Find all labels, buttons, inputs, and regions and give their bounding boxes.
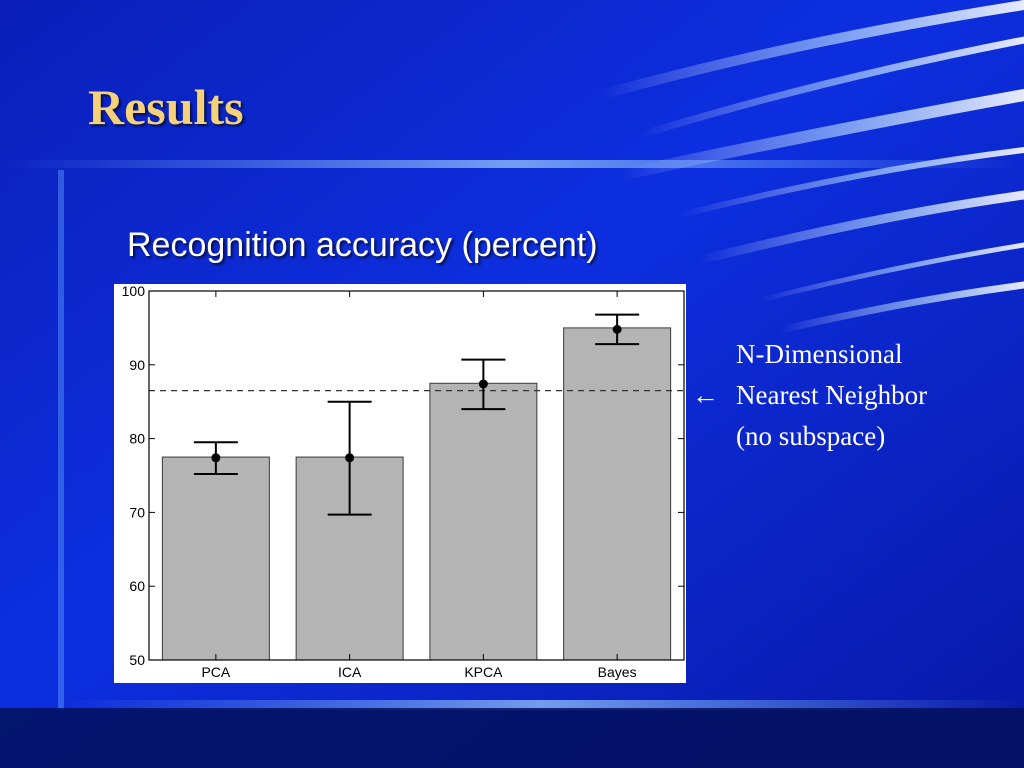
y-tick-label: 60 (129, 578, 145, 594)
bar-chart: 50 60 70 80 90 100 PCA ICA KPCA Bayes (122, 284, 685, 680)
left-arrow-icon: ← (692, 380, 719, 410)
marker-ica (345, 453, 355, 463)
bar-pca (161, 456, 270, 661)
annotation-line-1: N-Dimensional (736, 339, 903, 369)
annotation: ← N-Dimensional Nearest Neighbor (no sub… (692, 334, 1012, 457)
chart-heading: Recognition accuracy (percent) (127, 226, 598, 264)
slide-title: Results (88, 79, 244, 135)
y-tick-label: 90 (129, 357, 145, 373)
bar-kpca (429, 382, 538, 661)
y-tick-label: 70 (129, 504, 145, 520)
bottom-glow-band (60, 700, 1024, 710)
plot-frame (148, 290, 685, 661)
y-tick-label: 80 (129, 431, 145, 447)
x-tick-label: KPCA (464, 664, 503, 680)
bottom-shade (0, 708, 1024, 768)
y-tick-label: 50 (129, 652, 145, 668)
annotation-line-3: (no subspace) (736, 421, 886, 451)
y-tick-label: 100 (122, 284, 146, 299)
top-glow-band (0, 160, 1024, 168)
chart-panel: 50 60 70 80 90 100 PCA ICA KPCA Bayes (114, 284, 686, 683)
left-glow-band (58, 170, 64, 710)
x-tick-label: ICA (338, 664, 362, 680)
x-tick-label: PCA (201, 664, 230, 680)
bar-bayes (563, 327, 672, 661)
marker-kpca (478, 379, 488, 389)
annotation-line-2: Nearest Neighbor (736, 380, 928, 410)
x-tick-label: Bayes (598, 664, 637, 680)
marker-bayes (612, 324, 622, 334)
marker-pca (211, 453, 221, 463)
